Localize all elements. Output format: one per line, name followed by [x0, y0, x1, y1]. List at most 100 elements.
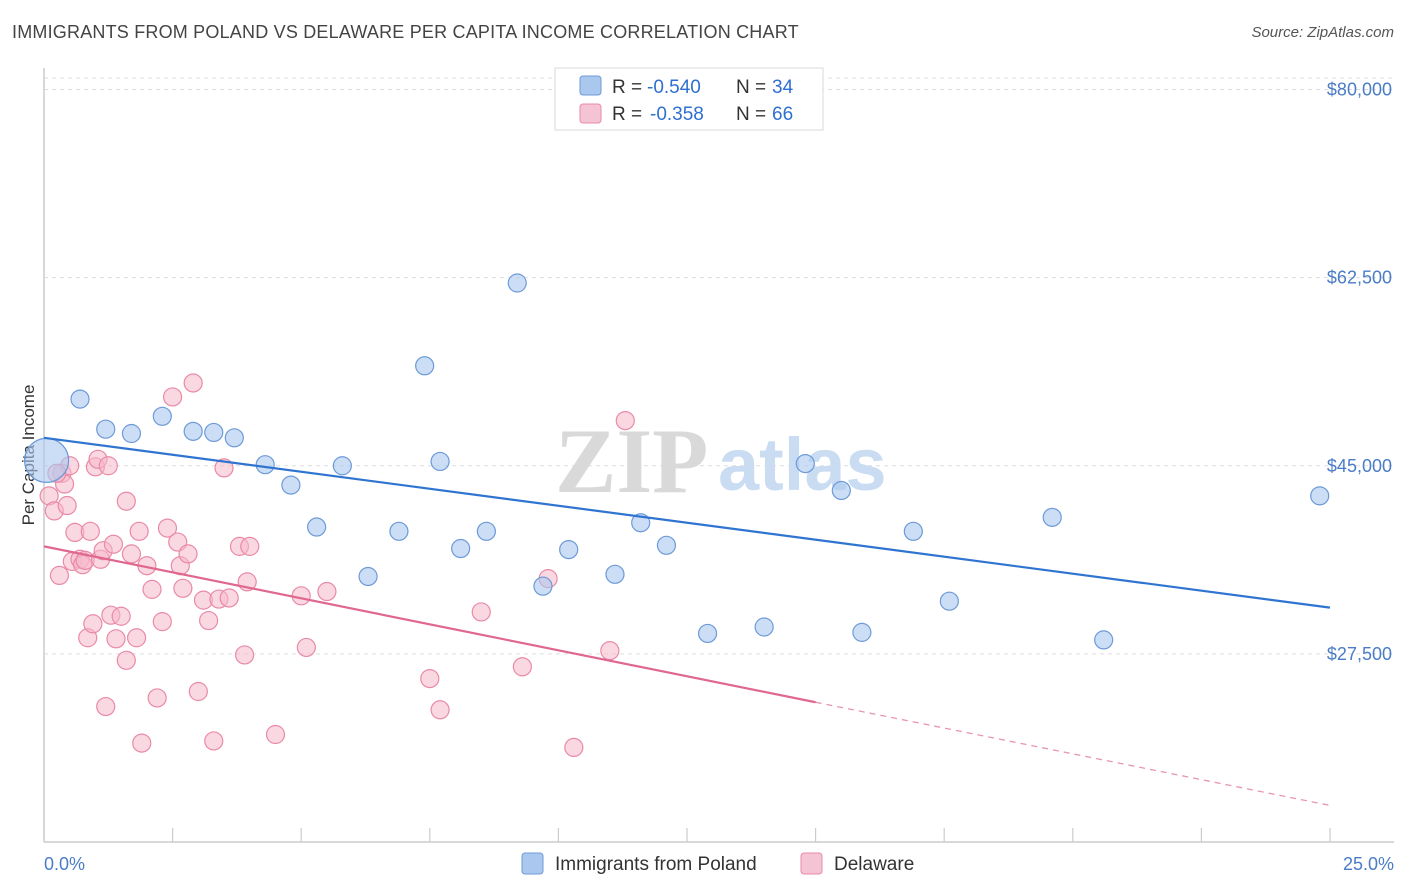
- data-point-poland: [939, 591, 959, 611]
- data-point-poland: [430, 451, 450, 472]
- data-point-delaware: [163, 387, 183, 407]
- legend-n-value-0: 34: [772, 77, 794, 98]
- data-point-delaware: [265, 724, 286, 745]
- data-point-delaware: [116, 650, 136, 670]
- legend-r-label-0: R =: [612, 77, 642, 98]
- data-point-poland: [697, 623, 718, 644]
- data-point-delaware: [83, 614, 103, 634]
- data-point-delaware: [420, 668, 440, 689]
- data-point-delaware: [126, 628, 147, 648]
- data-point-delaware: [600, 641, 620, 661]
- data-point-delaware: [240, 536, 260, 556]
- x-tick-label-min: 0.0%: [44, 854, 85, 874]
- legend-r-label-1: R =: [612, 104, 642, 125]
- trend-line-delaware-extrapolated: [815, 701, 1331, 807]
- data-point-poland: [224, 428, 244, 448]
- data-point-poland: [70, 389, 90, 409]
- source-label: Source: ZipAtlas.com: [1251, 24, 1394, 41]
- data-point-delaware: [142, 579, 162, 599]
- data-point-poland: [476, 521, 496, 541]
- legend-r-value-1: -0.358: [650, 104, 704, 125]
- data-point-delaware: [49, 565, 70, 586]
- data-point-poland: [281, 475, 301, 495]
- data-point-poland: [255, 455, 275, 475]
- legend-n-value-1: 66: [772, 104, 793, 125]
- data-point-delaware: [132, 733, 152, 753]
- data-point-delaware: [173, 578, 193, 598]
- y-tick-label: $80,000: [1327, 80, 1392, 100]
- legend-r-value-0: -0.540: [647, 77, 701, 98]
- data-point-poland: [507, 273, 527, 293]
- data-point-delaware: [471, 602, 491, 622]
- x-tick-label-max: 25.0%: [1343, 854, 1394, 874]
- data-point-poland: [533, 576, 553, 596]
- legend-swatch-delaware: [579, 103, 602, 124]
- data-point-poland: [96, 419, 116, 439]
- data-point-delaware: [512, 657, 532, 677]
- data-point-poland: [358, 566, 378, 587]
- data-point-delaware: [103, 534, 124, 554]
- legend-box: R = -0.540 N = 34 R = -0.358 N = 66: [554, 67, 824, 131]
- data-point-poland: [183, 421, 203, 441]
- data-point-delaware: [204, 731, 224, 751]
- legend-swatch-poland: [579, 75, 602, 96]
- data-point-poland: [605, 564, 625, 584]
- data-point-delaware: [57, 495, 77, 516]
- grid-layer: [44, 77, 1394, 655]
- data-point-delaware: [98, 456, 118, 476]
- data-point-poland: [332, 456, 352, 476]
- data-point-poland: [152, 406, 172, 426]
- data-point-delaware: [188, 681, 208, 702]
- data-point-delaware: [147, 688, 167, 708]
- data-point-poland: [831, 480, 851, 501]
- poland-points: [23, 273, 1330, 650]
- legend-n-label-1: N =: [736, 104, 766, 125]
- bottom-legend: Immigrants from Poland Delaware: [521, 852, 914, 875]
- data-point-delaware: [317, 581, 337, 602]
- data-point-delaware: [291, 586, 311, 606]
- data-point-poland: [23, 437, 70, 483]
- y-tick-labels: $27,500 $45,000 $62,500 $80,000: [1327, 80, 1392, 664]
- data-point-delaware: [296, 637, 316, 658]
- trend-lines: [43, 436, 1331, 807]
- data-point-delaware: [183, 373, 203, 393]
- data-point-poland: [451, 538, 471, 559]
- data-point-poland: [1310, 486, 1330, 506]
- data-point-delaware: [80, 521, 100, 541]
- data-point-poland: [795, 454, 815, 474]
- y-tick-label: $45,000: [1327, 456, 1392, 476]
- chart-title: IMMIGRANTS FROM POLAND VS DELAWARE PER C…: [12, 22, 799, 42]
- data-point-poland: [204, 422, 224, 443]
- y-tick-label: $62,500: [1327, 268, 1392, 288]
- data-point-poland: [389, 521, 409, 541]
- x-tick-marks: [172, 828, 1331, 842]
- data-point-delaware: [121, 544, 142, 564]
- data-point-delaware: [615, 411, 635, 431]
- bottom-legend-swatch-poland: [521, 852, 544, 875]
- trend-line-delaware: [43, 545, 816, 704]
- data-point-poland: [307, 517, 327, 537]
- data-point-delaware: [178, 544, 198, 564]
- legend-n-label-0: N =: [736, 77, 766, 98]
- data-point-poland: [121, 423, 142, 444]
- data-point-delaware: [157, 518, 178, 538]
- data-point-delaware: [106, 629, 126, 649]
- bottom-legend-label-poland: Immigrants from Poland: [555, 854, 757, 875]
- bottom-legend-label-delaware: Delaware: [834, 854, 914, 875]
- delaware-points: [39, 373, 635, 758]
- data-point-delaware: [564, 737, 584, 758]
- data-point-poland: [1094, 630, 1114, 650]
- data-point-delaware: [214, 458, 234, 478]
- data-point-poland: [754, 617, 774, 637]
- data-point-poland: [903, 521, 923, 541]
- data-point-delaware: [116, 491, 136, 511]
- data-point-poland: [559, 539, 579, 560]
- data-point-poland: [1042, 507, 1062, 527]
- data-point-delaware: [96, 696, 116, 717]
- data-point-poland: [656, 535, 677, 555]
- data-point-poland: [415, 356, 435, 376]
- bottom-legend-swatch-delaware: [800, 852, 823, 875]
- data-point-delaware: [152, 612, 172, 632]
- data-point-delaware: [199, 610, 219, 631]
